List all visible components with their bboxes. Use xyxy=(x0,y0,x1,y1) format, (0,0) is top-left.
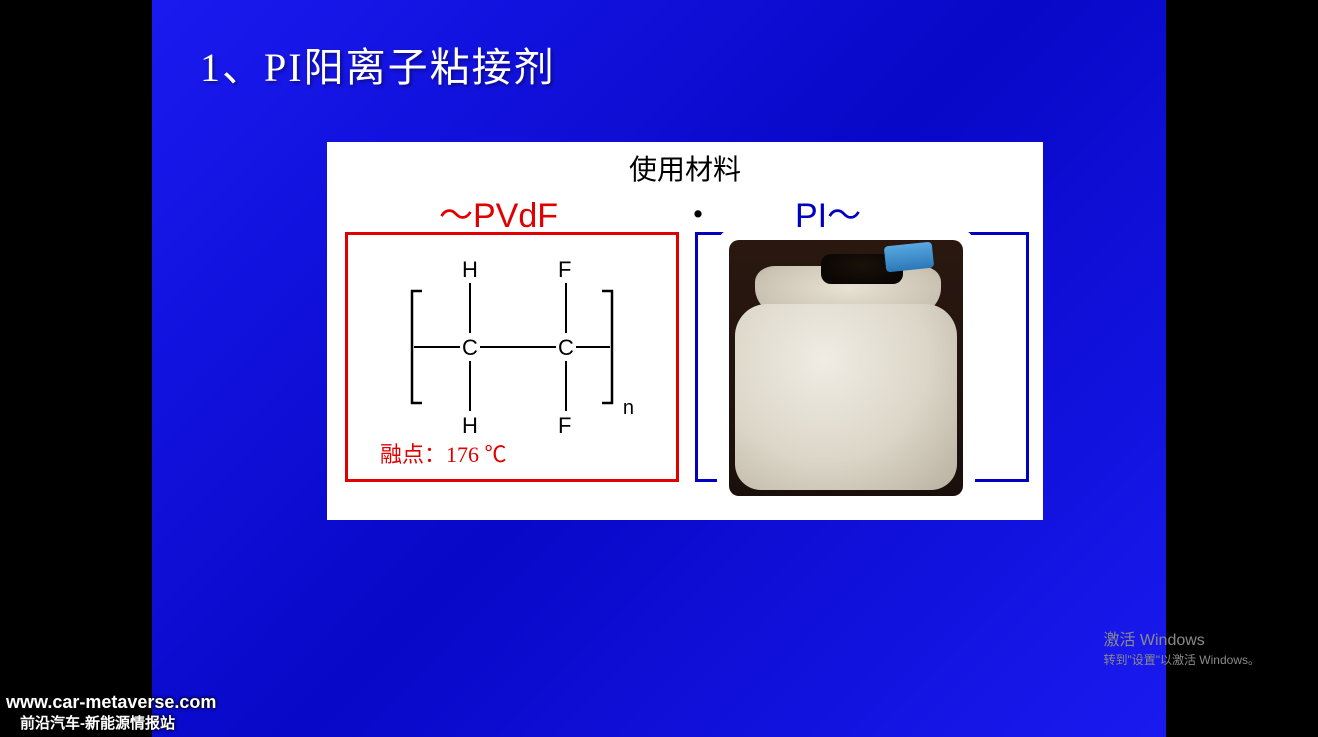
bond xyxy=(469,361,471,411)
bond xyxy=(480,346,556,348)
source-url: www.car-metaverse.com xyxy=(6,692,216,713)
activation-line2: 转到"设置"以激活 Windows。 xyxy=(1103,652,1260,669)
slide-title: 1、PI阳离子粘接剂 xyxy=(200,35,556,93)
bond xyxy=(414,346,460,348)
separator-dot: ・ xyxy=(681,188,715,237)
atom-h-bot: H xyxy=(462,413,478,439)
pvdf-structure: H F C C H F xyxy=(378,255,658,435)
windows-activation-watermark: 激活 Windows 转到"设置"以激活 Windows。 xyxy=(1103,630,1260,669)
polymer-n-subscript: n xyxy=(623,397,634,420)
pvdf-box: H F C C H F n 融点：176 ℃ xyxy=(345,232,679,482)
bond xyxy=(469,283,471,333)
container-body xyxy=(735,304,957,490)
atom-c-right: C xyxy=(558,335,574,361)
content-panel: 使用材料 ～PVdF ・ PI～ H F C C H F xyxy=(327,142,1043,520)
panel-title: 使用材料 xyxy=(629,148,741,188)
atom-f-bot: F xyxy=(558,413,571,439)
presentation-slide: 1、PI阳离子粘接剂 使用材料 ～PVdF ・ PI～ H F C C H F xyxy=(152,0,1166,737)
pi-container-photo xyxy=(729,240,963,496)
atom-h-top: H xyxy=(462,257,478,283)
melting-point-label: 融点：176 ℃ xyxy=(380,437,507,469)
bond xyxy=(565,361,567,411)
pvdf-label: ～PVdF xyxy=(439,188,558,237)
bond xyxy=(565,283,567,333)
source-tagline: 前沿汽车-新能源情报站 xyxy=(20,712,175,733)
atom-f-top: F xyxy=(558,257,571,283)
bond xyxy=(576,346,610,348)
container-cap xyxy=(884,242,934,273)
bracket-icon xyxy=(378,255,658,435)
activation-line1: 激活 Windows xyxy=(1103,630,1260,652)
atom-c-left: C xyxy=(462,335,478,361)
